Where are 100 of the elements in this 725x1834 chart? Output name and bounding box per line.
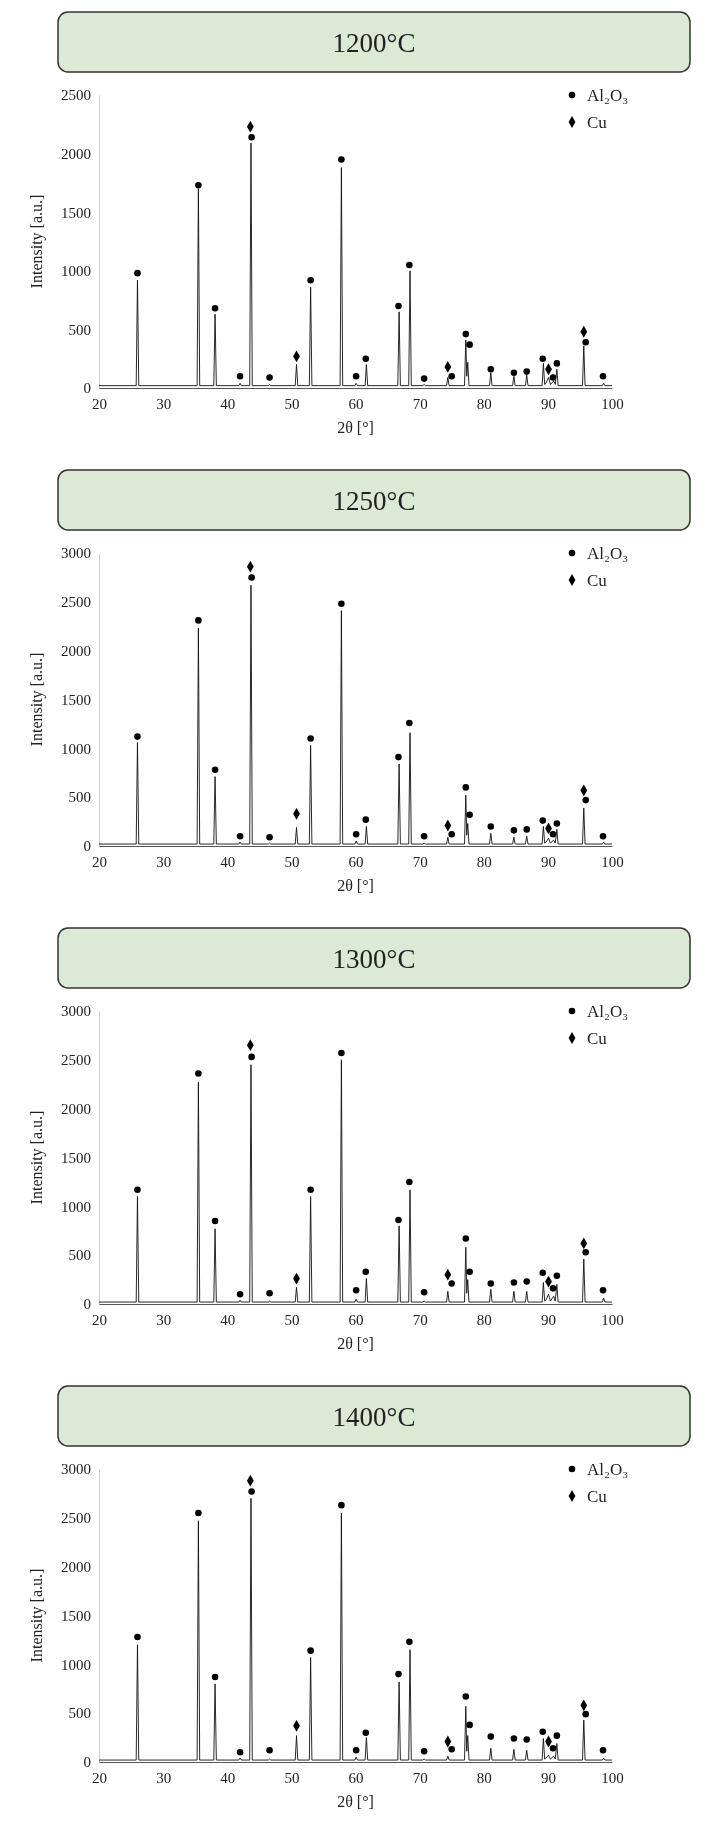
x-tick-label: 60	[348, 395, 364, 412]
x-tick-label: 30	[156, 1311, 172, 1328]
x-tick-label: 50	[284, 853, 300, 870]
point	[211, 305, 219, 312]
point	[448, 1746, 455, 1753]
chart-title: 1250°C	[332, 486, 416, 516]
point	[338, 600, 345, 608]
point	[487, 1733, 495, 1740]
y-tick-label: 1500	[61, 1607, 91, 1624]
y-tick-label: 2500	[61, 594, 91, 611]
x-tick-label: 80	[476, 1311, 492, 1328]
point	[236, 832, 244, 840]
x-tick-label: 100	[601, 1769, 624, 1786]
point	[462, 330, 470, 338]
point	[134, 733, 141, 740]
point	[599, 1287, 607, 1294]
point	[448, 1280, 455, 1287]
point	[420, 1747, 428, 1755]
point	[395, 1670, 402, 1678]
point	[307, 276, 314, 284]
y-tick-label: 3000	[61, 1003, 91, 1020]
x-tick-label: 40	[220, 853, 236, 870]
point	[248, 574, 255, 581]
x-tick-label: 90	[540, 395, 556, 412]
point	[448, 373, 455, 380]
y-tick-label: 500	[68, 1705, 91, 1722]
point	[539, 1728, 547, 1736]
x-tick-label: 40	[220, 395, 236, 412]
point	[466, 341, 473, 348]
x-tick-label: 90	[540, 1769, 556, 1786]
point	[266, 833, 273, 841]
x-tick-label: 70	[412, 1769, 428, 1786]
x-tick-label: 60	[348, 1769, 364, 1786]
x-tick-label: 80	[476, 853, 492, 870]
x-tick-label: 100	[601, 1311, 624, 1328]
y-axis-title: Intensity [a.u.]	[28, 1110, 46, 1205]
point	[195, 617, 202, 624]
point	[236, 1748, 244, 1756]
x-tick-label: 50	[284, 395, 300, 412]
y-tick-label: 500	[68, 789, 91, 806]
x-axis-title: 2θ [°]	[337, 877, 374, 894]
y-tick-label: 2000	[61, 145, 91, 162]
legend-label: Al₂O₃	[587, 86, 629, 105]
point	[134, 269, 141, 277]
point	[462, 784, 470, 791]
point	[211, 1673, 219, 1681]
line-series	[98, 584, 613, 845]
x-tick-label: 80	[476, 395, 492, 412]
point	[553, 360, 561, 367]
x-tick-label: 20	[92, 395, 107, 412]
chart-title: 1300°C	[332, 944, 416, 974]
y-tick-label: 500	[68, 1247, 91, 1264]
x-tick-label: 90	[540, 1311, 556, 1328]
point	[211, 1217, 219, 1225]
point	[549, 1745, 557, 1752]
point	[406, 1638, 413, 1646]
point	[236, 373, 244, 380]
point	[362, 816, 370, 823]
y-axis-title: Intensity [a.u.]	[28, 194, 46, 289]
chart-title: 1200°C	[332, 28, 416, 58]
point	[395, 302, 402, 310]
legend-label: Cu	[587, 113, 608, 132]
point	[134, 1633, 141, 1641]
point	[523, 826, 530, 833]
y-tick-label: 1000	[61, 1198, 91, 1215]
point	[487, 823, 495, 830]
point	[462, 1693, 470, 1700]
x-tick-label: 60	[348, 1311, 364, 1328]
point	[539, 817, 547, 824]
line-series	[98, 1059, 613, 1303]
line-series	[98, 142, 613, 387]
y-tick-label: 1000	[61, 1656, 91, 1673]
point	[487, 1280, 495, 1287]
point	[195, 1509, 202, 1517]
y-tick-label: 3000	[61, 1461, 91, 1478]
legend-label: Al₂O₃	[587, 1460, 629, 1479]
point	[448, 831, 455, 838]
x-tick-label: 100	[601, 853, 624, 870]
point	[248, 1053, 255, 1061]
point	[549, 1285, 557, 1292]
legend-label: Cu	[587, 1029, 608, 1048]
y-tick-label: 2000	[61, 642, 91, 659]
point	[362, 355, 370, 362]
y-tick-label: 2000	[61, 1558, 91, 1575]
x-tick-label: 30	[156, 1769, 172, 1786]
point	[352, 1287, 360, 1294]
point	[352, 373, 360, 380]
point	[466, 1721, 473, 1729]
y-tick-label: 1000	[61, 263, 91, 280]
x-tick-label: 30	[156, 395, 172, 412]
y-tick-label: 0	[83, 380, 91, 397]
y-axis-title: Intensity [a.u.]	[28, 1568, 46, 1663]
chart-title: 1400°C	[332, 1402, 416, 1432]
point	[266, 1747, 273, 1754]
x-tick-label: 40	[220, 1769, 236, 1786]
point	[510, 1735, 518, 1742]
point	[420, 375, 428, 382]
y-tick-label: 500	[68, 321, 91, 338]
x-axis-title: 2θ [°]	[337, 419, 374, 436]
point	[248, 1488, 255, 1495]
